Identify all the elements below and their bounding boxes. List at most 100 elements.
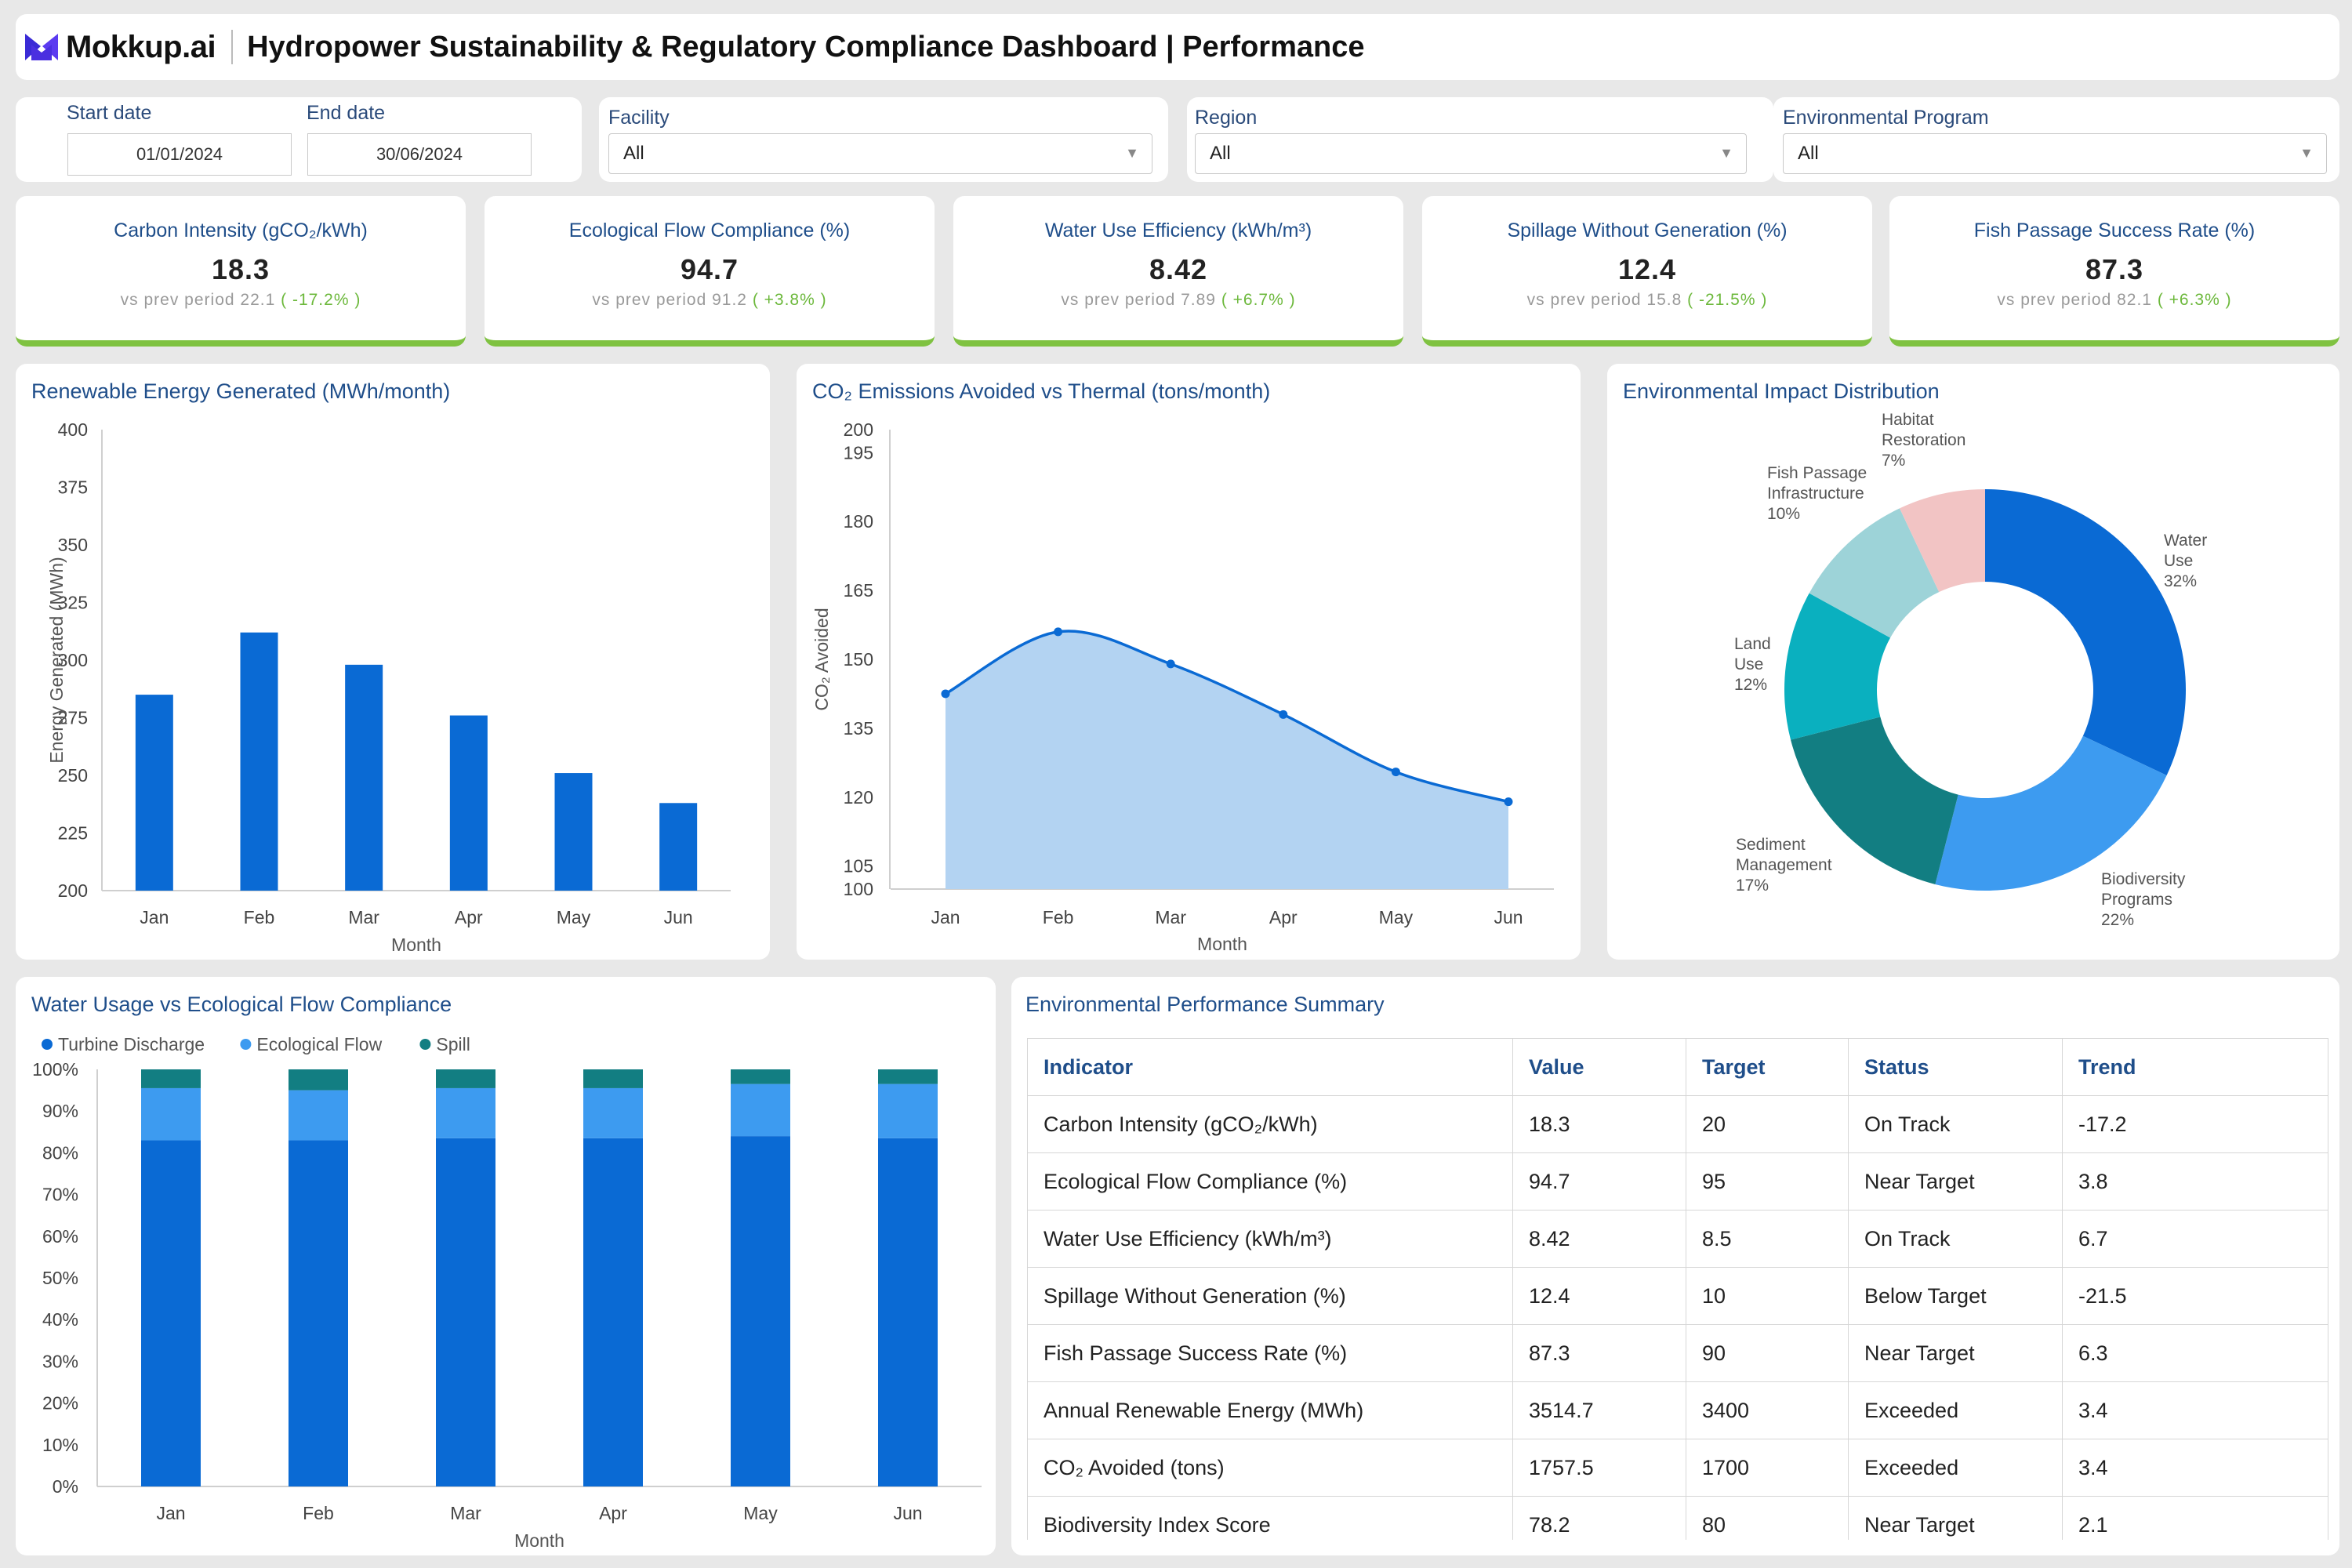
x-tick-label: Jan [931,907,960,927]
kpi-card-spillage[interactable]: Spillage Without Generation (%) 12.4 vs … [1422,196,1872,347]
facility-select-value: All [623,143,644,164]
legend-label: Ecological Flow [256,1034,382,1054]
table-row[interactable]: Annual Renewable Energy (MWh) 3514.7 3400 E… [1027,1381,2328,1439]
y-tick-label: 30% [42,1351,78,1371]
y-tick-label: 400 [58,419,88,440]
table-row[interactable]: Spillage Without Generation (%) 12.4 10 Bel… [1027,1267,2328,1325]
facility-select[interactable]: All ▼ [608,133,1152,174]
end-date-input[interactable]: 30/06/2024 [307,133,532,176]
series-line [945,630,1509,804]
x-tick-label: Jun [664,907,693,927]
kpi-card-water-use-efficiency[interactable]: Water Use Efficiency (kWh/m³) 8.42 vs pr… [953,196,1403,347]
stack-segment-turbine-discharge [141,1140,201,1486]
chevron-down-icon: ▼ [1719,145,1733,161]
table-row[interactable]: Biodiversity Index Score 78.2 80 Near Targe… [1027,1496,2328,1540]
kpi-card-ecological-flow[interactable]: Ecological Flow Compliance (%) 94.7 vs p… [485,196,935,347]
chart-title: Renewable Energy Generated (MWh/month) [31,379,451,403]
chevron-down-icon: ▼ [2299,145,2314,161]
data-point-jun [1504,797,1513,807]
legend-label: Turbine Discharge [58,1034,205,1054]
slice-label-line: 7% [1882,452,1905,470]
y-tick-label: 10% [42,1435,78,1455]
table-cell: 12.4 [1512,1267,1686,1325]
stack-segment-ecological-flow [583,1087,643,1138]
page-title: Hydropower Sustainability & Regulatory C… [247,30,1365,64]
start-date-input[interactable]: 01/01/2024 [67,133,292,176]
table-cell: Exceeded [1848,1381,2063,1439]
y-tick-label: 40% [42,1309,78,1330]
chart-title: Environmental Impact Distribution [1623,379,1940,403]
kpi-comparison: vs prev period 15.8 ( -21.5% ) [1422,291,1872,310]
table-cell: 6.7 [2062,1210,2328,1268]
table-cell: -17.2 [2062,1095,2328,1153]
table-cell: -21.5 [2062,1267,2328,1325]
x-tick-label: May [743,1503,778,1523]
y-tick-label: 150 [844,649,873,670]
table-cell: Below Target [1848,1267,2063,1325]
kpi-change: ( +6.7% ) [1221,291,1296,309]
table-cell: 1700 [1686,1439,1849,1497]
kpi-card-fish-passage[interactable]: Fish Passage Success Rate (%) 87.3 vs pr… [1889,196,2339,347]
logo-icon [25,34,58,60]
kpi-card-carbon-intensity[interactable]: Carbon Intensity (gCO₂/kWh) 18.3 vs prev… [16,196,466,347]
kpi-prev-value: 7.89 [1181,291,1216,309]
y-tick-label: 275 [58,708,88,728]
table-cell: On Track [1848,1095,2063,1153]
kpi-prev-value: 22.1 [240,291,276,309]
column-header[interactable]: Target [1686,1038,1849,1096]
stack-segment-ecological-flow [141,1087,201,1141]
table-scroll-area[interactable]: Indicator Value Target Status Trend Carb… [1011,977,2339,1540]
slice-sediment-management [1791,717,1958,884]
slice-fish-passage-infrastructure [1809,508,1940,638]
y-tick-label: 195 [844,442,873,463]
y-tick-label: 250 [58,765,88,786]
table-cell: 3.4 [2062,1381,2328,1439]
stack-segment-turbine-discharge [731,1136,790,1486]
column-header[interactable]: Value [1512,1038,1686,1096]
program-select-value: All [1798,143,1819,164]
region-select-value: All [1210,143,1231,164]
legend-marker [240,1039,252,1050]
table-row[interactable]: CO₂ Avoided (tons) 1757.5 1700 Exceeded 3.4 [1027,1439,2328,1497]
program-select[interactable]: All ▼ [1783,133,2327,174]
region-select[interactable]: All ▼ [1195,133,1747,174]
table-cell: 90 [1686,1324,1849,1382]
bar-jan [135,695,173,891]
column-header[interactable]: Indicator [1027,1038,1513,1096]
table-row[interactable]: Water Use Efficiency (kWh/m³) 8.42 8.5 On T… [1027,1210,2328,1268]
x-tick-label: Jun [893,1503,922,1523]
y-tick-label: 180 [844,511,873,532]
kpi-comparison: vs prev period 91.2 ( +3.8% ) [485,291,935,310]
slice-habitat-restoration [1900,489,1985,593]
slice-label-line: Restoration [1882,431,1965,449]
kpi-value: 94.7 [680,253,739,285]
chart-title: Water Usage vs Ecological Flow Complianc… [31,993,452,1016]
water-usage-chart-card: Water Usage vs Ecological Flow Complianc… [16,977,996,1555]
x-tick-label: Mar [348,907,379,927]
slice-biodiversity-programs [1935,735,2167,891]
kpi-title: Fish Passage Success Rate (%) [1973,220,2256,241]
stack-segment-turbine-discharge [436,1138,495,1486]
slice-label: Biodiversity Programs 22% [2101,870,2186,929]
data-point-jan [941,689,950,699]
data-point-apr [1279,710,1288,719]
renewable-energy-chart-card: Renewable Energy Generated (MWh/month) 2… [16,364,770,960]
table-cell: On Track [1848,1210,2063,1268]
table-cell: Near Target [1848,1496,2063,1540]
column-header[interactable]: Trend [2062,1038,2328,1096]
bar-may [554,773,593,891]
slice-label-line: Use [2164,552,2193,570]
slice-label-line: Biodiversity [2101,870,2186,888]
y-tick-label: 50% [42,1268,78,1288]
table-cell: Ecological Flow Compliance (%) [1027,1152,1513,1210]
column-header[interactable]: Status [1848,1038,2063,1096]
stack-segment-ecological-flow [436,1087,495,1138]
table-row[interactable]: Ecological Flow Compliance (%) 94.7 95 Near… [1027,1152,2328,1210]
brand-logo[interactable]: Mokkup.ai [24,29,216,65]
table-row[interactable]: Fish Passage Success Rate (%) 87.3 90 Near … [1027,1324,2328,1382]
y-tick-label: 300 [58,650,88,670]
table-cell: 87.3 [1512,1324,1686,1382]
chevron-down-icon: ▼ [1125,145,1139,161]
table-row[interactable]: Carbon Intensity (gCO₂/kWh) 18.3 20 On Trac… [1027,1095,2328,1153]
slice-label-line: Habitat [1882,411,1934,429]
